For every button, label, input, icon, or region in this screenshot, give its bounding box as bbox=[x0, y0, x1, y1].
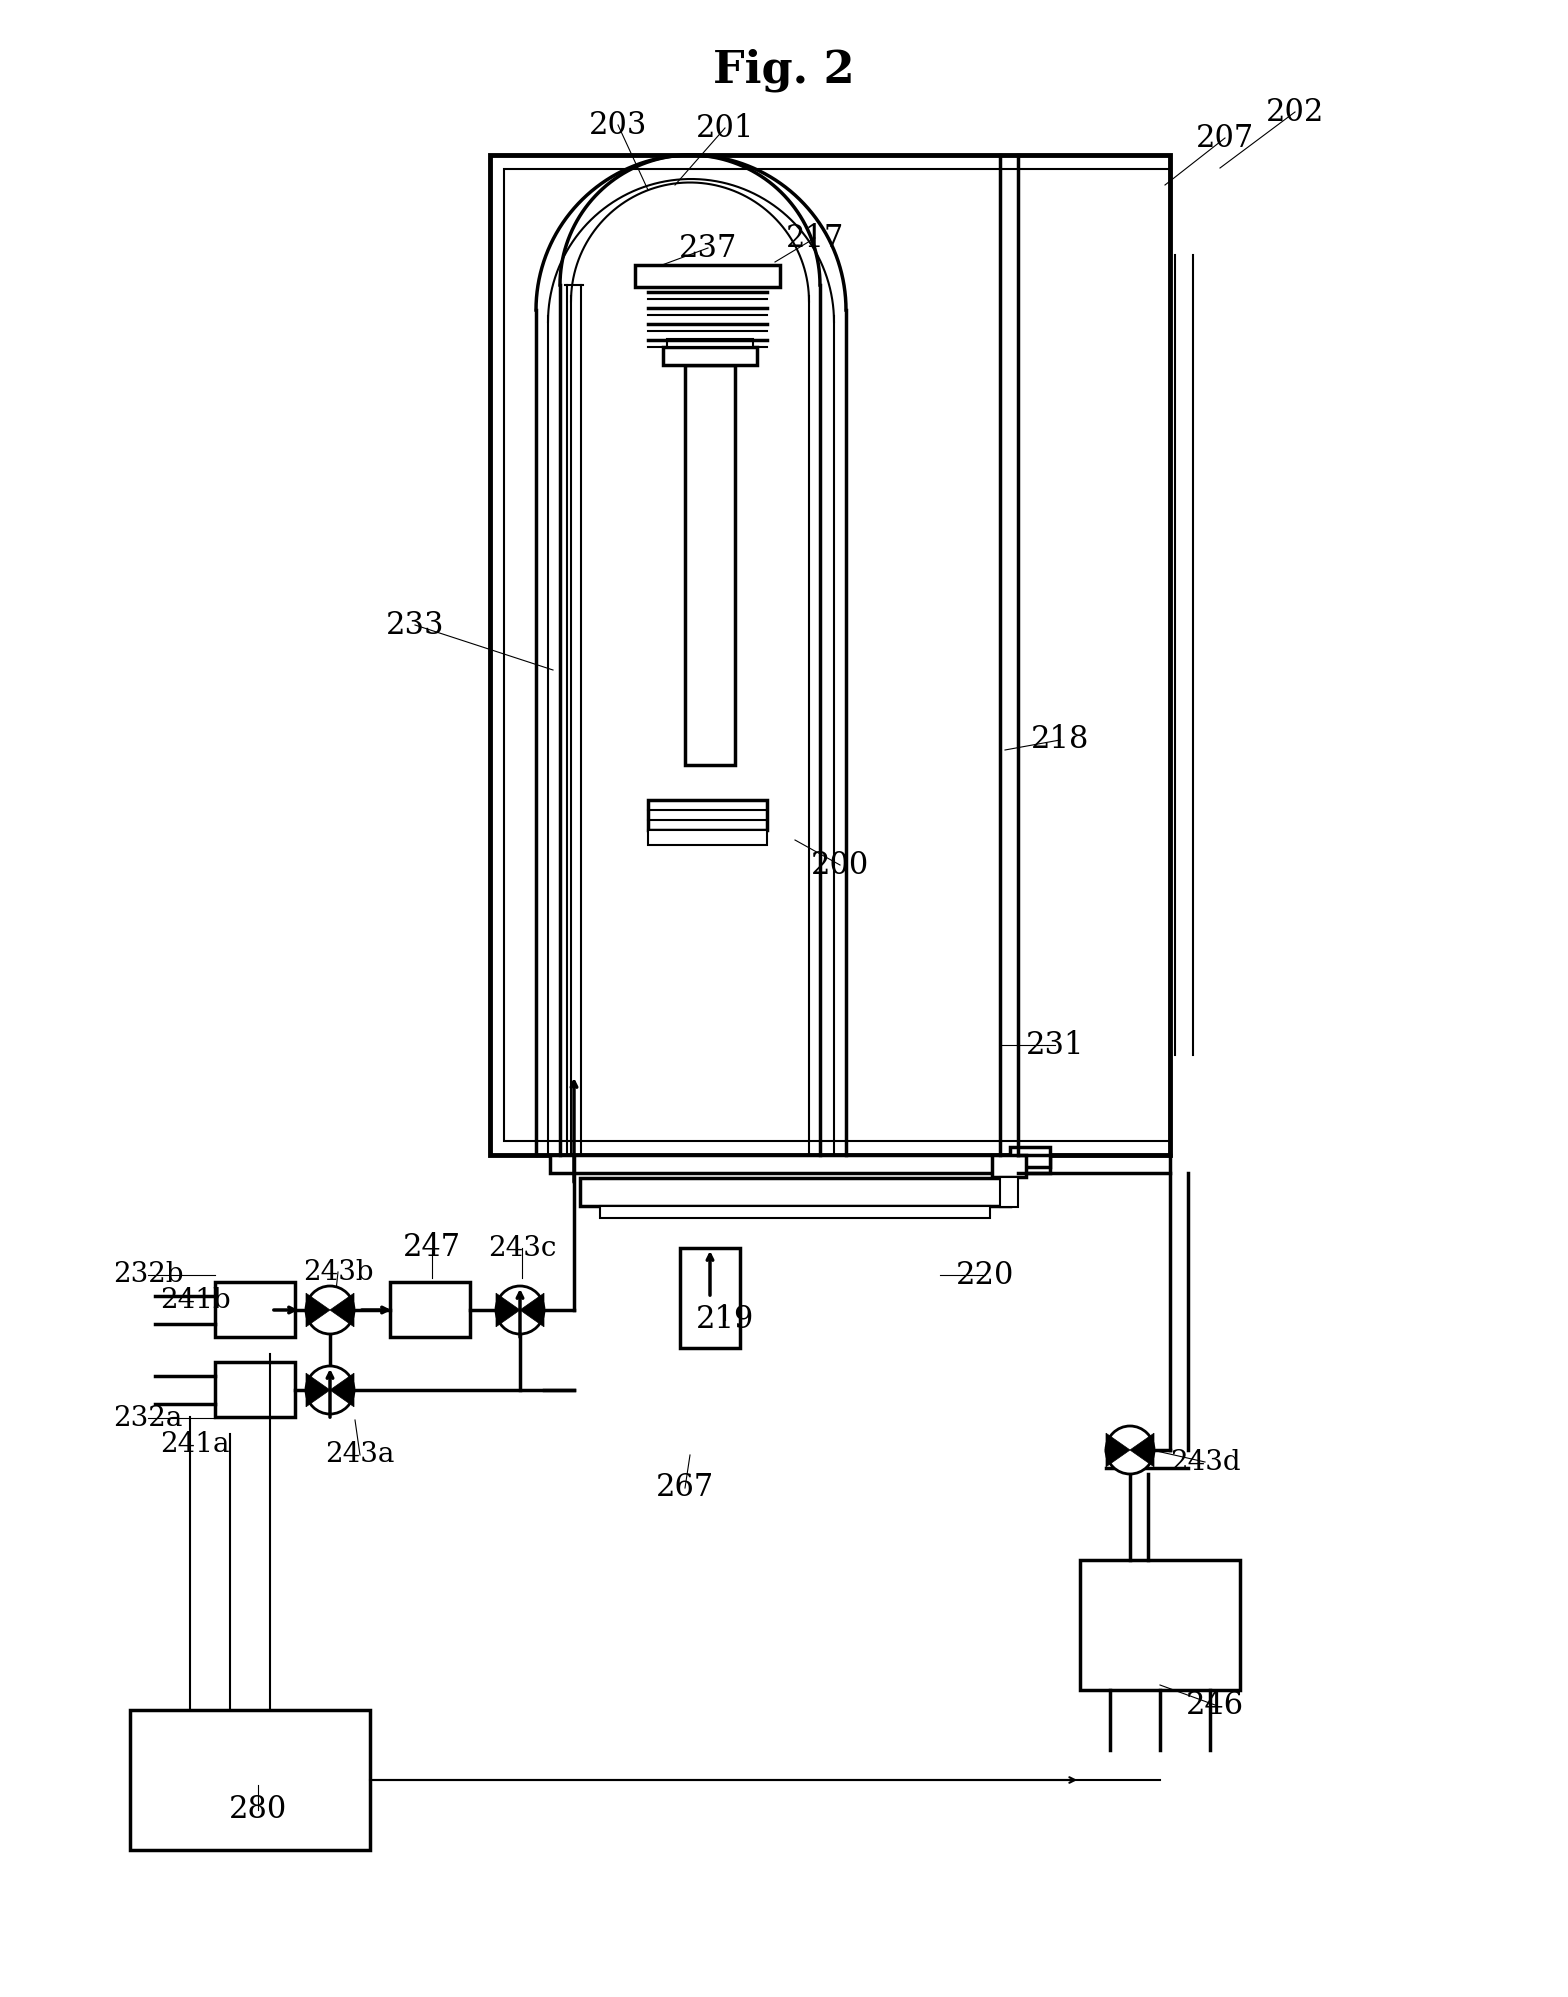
Bar bbox=[550, 1154, 1051, 1172]
Bar bbox=[580, 1178, 1010, 1206]
Bar bbox=[648, 801, 767, 831]
Bar bbox=[503, 170, 1170, 1140]
Bar bbox=[685, 365, 735, 765]
Bar bbox=[215, 1282, 295, 1338]
Text: 237: 237 bbox=[679, 232, 737, 264]
Polygon shape bbox=[306, 1374, 329, 1406]
Bar bbox=[635, 266, 779, 288]
Circle shape bbox=[495, 1286, 544, 1334]
Text: 280: 280 bbox=[229, 1795, 287, 1825]
Polygon shape bbox=[495, 1294, 521, 1326]
Text: 232b: 232b bbox=[113, 1262, 183, 1288]
Text: 207: 207 bbox=[1196, 122, 1254, 154]
Text: 200: 200 bbox=[811, 849, 869, 881]
Bar bbox=[390, 1282, 470, 1338]
Text: 231: 231 bbox=[1025, 1030, 1083, 1060]
Bar bbox=[215, 1362, 295, 1418]
Text: 220: 220 bbox=[956, 1260, 1014, 1290]
Text: 267: 267 bbox=[655, 1472, 713, 1504]
Text: 232a: 232a bbox=[113, 1404, 183, 1432]
Circle shape bbox=[306, 1366, 354, 1414]
Polygon shape bbox=[329, 1374, 354, 1406]
Text: 201: 201 bbox=[696, 112, 754, 144]
Polygon shape bbox=[1131, 1434, 1154, 1468]
Text: 203: 203 bbox=[590, 110, 648, 140]
Text: 202: 202 bbox=[1265, 96, 1325, 128]
Polygon shape bbox=[306, 1294, 329, 1326]
Text: 219: 219 bbox=[696, 1304, 754, 1336]
Bar bbox=[1000, 1176, 1018, 1206]
Bar bbox=[1080, 1560, 1240, 1689]
Bar bbox=[681, 1248, 740, 1348]
Bar bbox=[663, 347, 757, 365]
Text: 241b: 241b bbox=[160, 1286, 230, 1314]
Text: 241a: 241a bbox=[160, 1432, 230, 1458]
Text: 247: 247 bbox=[403, 1232, 461, 1264]
Text: 217: 217 bbox=[786, 222, 844, 254]
Text: 243c: 243c bbox=[488, 1234, 557, 1262]
Text: 218: 218 bbox=[1030, 725, 1090, 755]
Polygon shape bbox=[329, 1294, 354, 1326]
Polygon shape bbox=[1105, 1434, 1131, 1468]
Bar bbox=[993, 1154, 1025, 1176]
Text: 243b: 243b bbox=[303, 1258, 373, 1286]
Bar bbox=[601, 1206, 989, 1218]
Text: 243a: 243a bbox=[325, 1442, 395, 1468]
Circle shape bbox=[1105, 1426, 1154, 1474]
Text: 246: 246 bbox=[1185, 1689, 1243, 1721]
Bar bbox=[489, 156, 1170, 1154]
Text: Fig. 2: Fig. 2 bbox=[713, 48, 855, 92]
Bar bbox=[648, 831, 767, 845]
Bar bbox=[666, 339, 753, 347]
Text: 233: 233 bbox=[386, 609, 444, 641]
Bar bbox=[1010, 1146, 1051, 1166]
Polygon shape bbox=[521, 1294, 544, 1326]
Circle shape bbox=[306, 1286, 354, 1334]
Bar bbox=[130, 1709, 370, 1849]
Text: 243d: 243d bbox=[1170, 1448, 1240, 1476]
